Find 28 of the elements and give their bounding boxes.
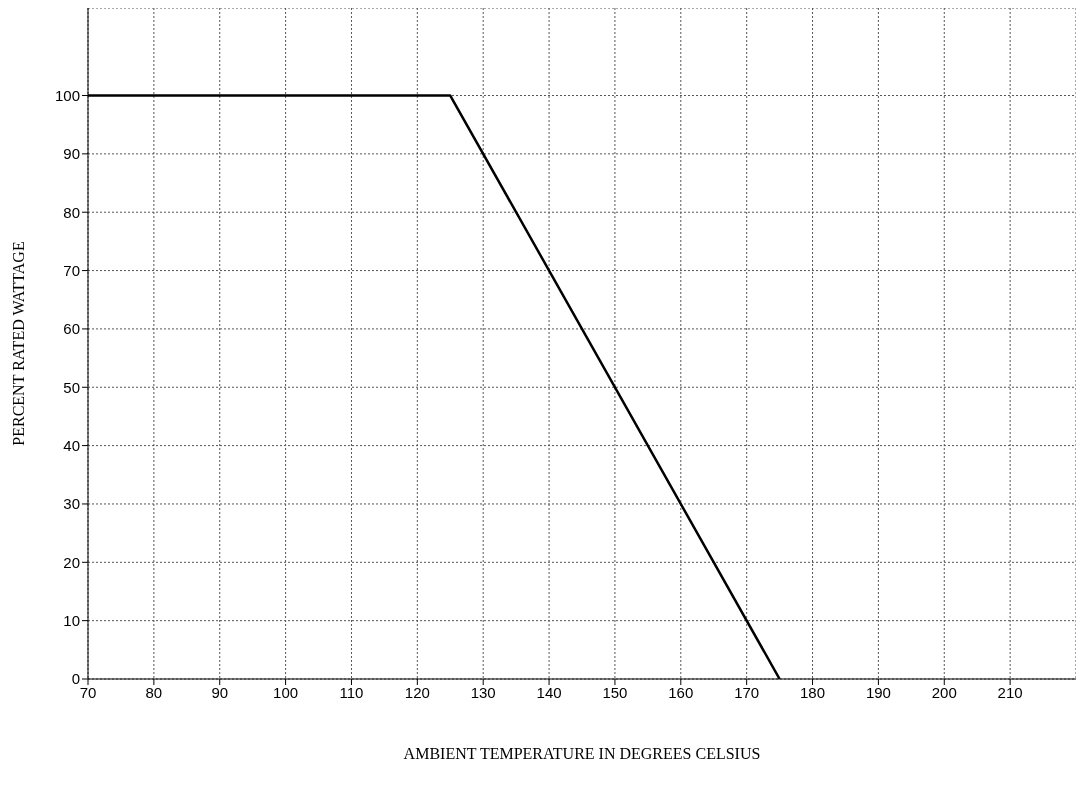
y-tick-label: 20: [63, 553, 80, 571]
y-tick-label: 60: [63, 320, 80, 338]
x-tick-label: 80: [145, 683, 163, 701]
x-tick-label: 120: [404, 683, 430, 701]
x-tick-label: 90: [211, 683, 229, 701]
x-tick-label: 210: [997, 683, 1023, 701]
x-tick-label: 160: [668, 683, 694, 701]
y-tick-label: 90: [63, 145, 80, 163]
x-tick-label: 200: [931, 683, 957, 701]
y-tick-label: 40: [63, 436, 80, 454]
y-tick-label: 80: [63, 203, 80, 221]
y-tick-label: 10: [63, 611, 80, 629]
y-tick-label: 70: [63, 261, 80, 279]
x-tick-label: 130: [470, 683, 496, 701]
x-tick-label: 110: [339, 683, 364, 701]
x-tick-label: 180: [800, 683, 826, 701]
x-tick-label: 140: [536, 683, 562, 701]
x-axis-title: AMBIENT TEMPERATURE IN DEGREES CELSIUS: [403, 745, 761, 762]
y-tick-label: 0: [71, 670, 80, 688]
x-tick-label: 100: [273, 683, 299, 701]
y-tick-label: 30: [63, 495, 80, 513]
x-tick-label: 190: [865, 683, 891, 701]
x-tick-label: 70: [79, 683, 97, 701]
x-tick-label: 150: [602, 683, 628, 701]
x-tick-label: 170: [734, 683, 760, 701]
y-tick-label: 100: [54, 86, 80, 104]
y-axis-title: PERCENT RATED WATTAGE: [9, 241, 27, 446]
y-tick-label: 50: [63, 378, 80, 396]
